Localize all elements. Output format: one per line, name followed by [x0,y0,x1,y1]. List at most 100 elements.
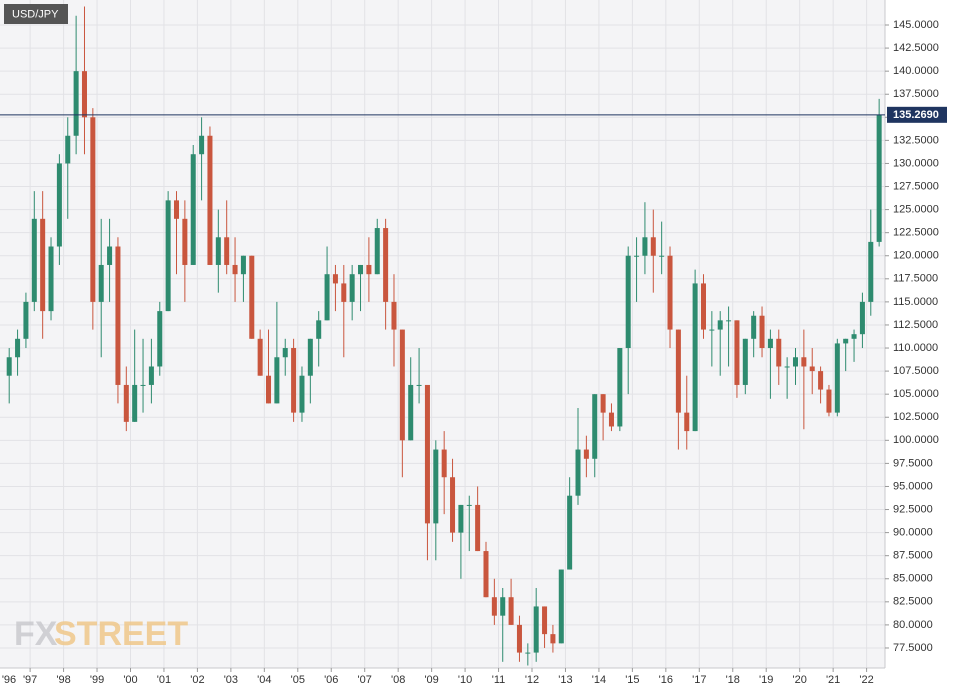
candle-body [491,597,497,616]
x-tick-label: '97 [23,674,37,686]
x-tick-label: '22 [859,674,873,686]
candle-body [792,357,799,367]
candle-body [424,384,430,524]
y-tick-label: 145.0000 [893,19,939,31]
candle-body [859,301,865,335]
candle-body [558,569,564,644]
candle-body [717,320,723,330]
x-tick-label: '15 [625,674,639,686]
candle-body [199,135,205,155]
x-tick-label: '17 [692,674,706,686]
candle-body [291,348,297,413]
y-tick-label: 80.0000 [893,619,933,631]
last-price-box [887,106,947,123]
candle-body [207,135,213,265]
x-tick-label: '00 [123,674,137,686]
y-tick-label: 112.5000 [893,319,938,331]
y-tick-label: 82.5000 [893,596,933,608]
y-tick-label: 90.0000 [893,527,933,539]
y-tick-label: 107.5000 [893,365,939,377]
candle-body [391,301,397,330]
candle-body [399,329,405,441]
y-tick-label: 105.0000 [893,388,939,400]
candle-body [240,255,246,275]
candle-body [316,320,322,339]
candle-body [642,237,648,256]
candle-body [157,311,163,367]
candle-body [215,237,221,265]
y-tick-label: 100.0000 [893,434,939,446]
candle-body [332,274,338,284]
candle-body [98,264,104,302]
x-tick-label: '18 [726,674,740,686]
candle-body [767,338,773,349]
x-tick-label: '02 [190,674,204,686]
candle-body [542,606,548,635]
candle-body [784,366,790,368]
candle-body [625,255,631,349]
candle-body [56,163,62,247]
y-tick-label: 85.0000 [893,573,933,585]
chart-title: USD/JPY [12,8,59,20]
x-tick-label: '06 [324,674,338,686]
candle-body [868,241,874,302]
candle-body [500,597,506,616]
candle-body [81,71,87,118]
candle-body [667,255,673,330]
candle-body [659,255,665,257]
candle-body [65,135,71,164]
y-tick-label: 122.5000 [893,227,939,239]
candle-body [182,218,188,265]
candle-body [140,384,146,386]
candle-body [475,504,481,552]
y-tick-label: 115.0000 [893,296,938,308]
candle-body [508,597,514,625]
candle-body [450,477,456,533]
x-tick-label: '20 [793,674,807,686]
y-tick-label: 132.5000 [893,134,939,146]
candle-body [583,449,589,459]
candle-body [416,384,422,386]
candle-body [734,320,740,385]
candle-body [809,366,815,372]
candle-body [776,338,782,367]
candle-body [843,338,849,344]
candle-body [282,348,288,358]
x-tick-label: '19 [759,674,773,686]
y-tick-label: 117.5000 [893,273,938,285]
y-tick-label: 97.5000 [893,457,933,469]
candle-body [31,218,37,302]
x-tick-label: '96 [2,674,16,686]
candle-body [751,315,757,339]
candle-body [834,343,840,413]
y-tick-label: 142.5000 [893,42,939,54]
x-tick-label: '09 [424,674,438,686]
candle-body [876,114,882,242]
candle-body [383,228,389,302]
candle-body [483,551,489,598]
y-tick-label: 110.0000 [893,342,938,354]
x-tick-label: '05 [291,674,305,686]
y-tick-label: 102.5000 [893,411,939,423]
candle-body [173,200,180,219]
candle-body [307,338,313,376]
candle-body [600,394,606,413]
candle-body [40,218,46,312]
candle-body [132,384,138,422]
candle-body [608,412,614,427]
candles [6,6,882,666]
candle-body [575,449,581,496]
candle-body [709,329,715,331]
candle-body [692,283,698,432]
x-tick-label: '14 [592,674,606,686]
candle-body [299,375,305,413]
grid [0,0,885,668]
candle-body [165,200,171,312]
x-tick-label: '04 [257,674,271,686]
candle-body [801,357,807,367]
y-tick-label: 120.0000 [893,250,939,262]
candle-body [433,449,439,524]
candle-body [441,449,447,478]
candle-body [726,320,732,322]
